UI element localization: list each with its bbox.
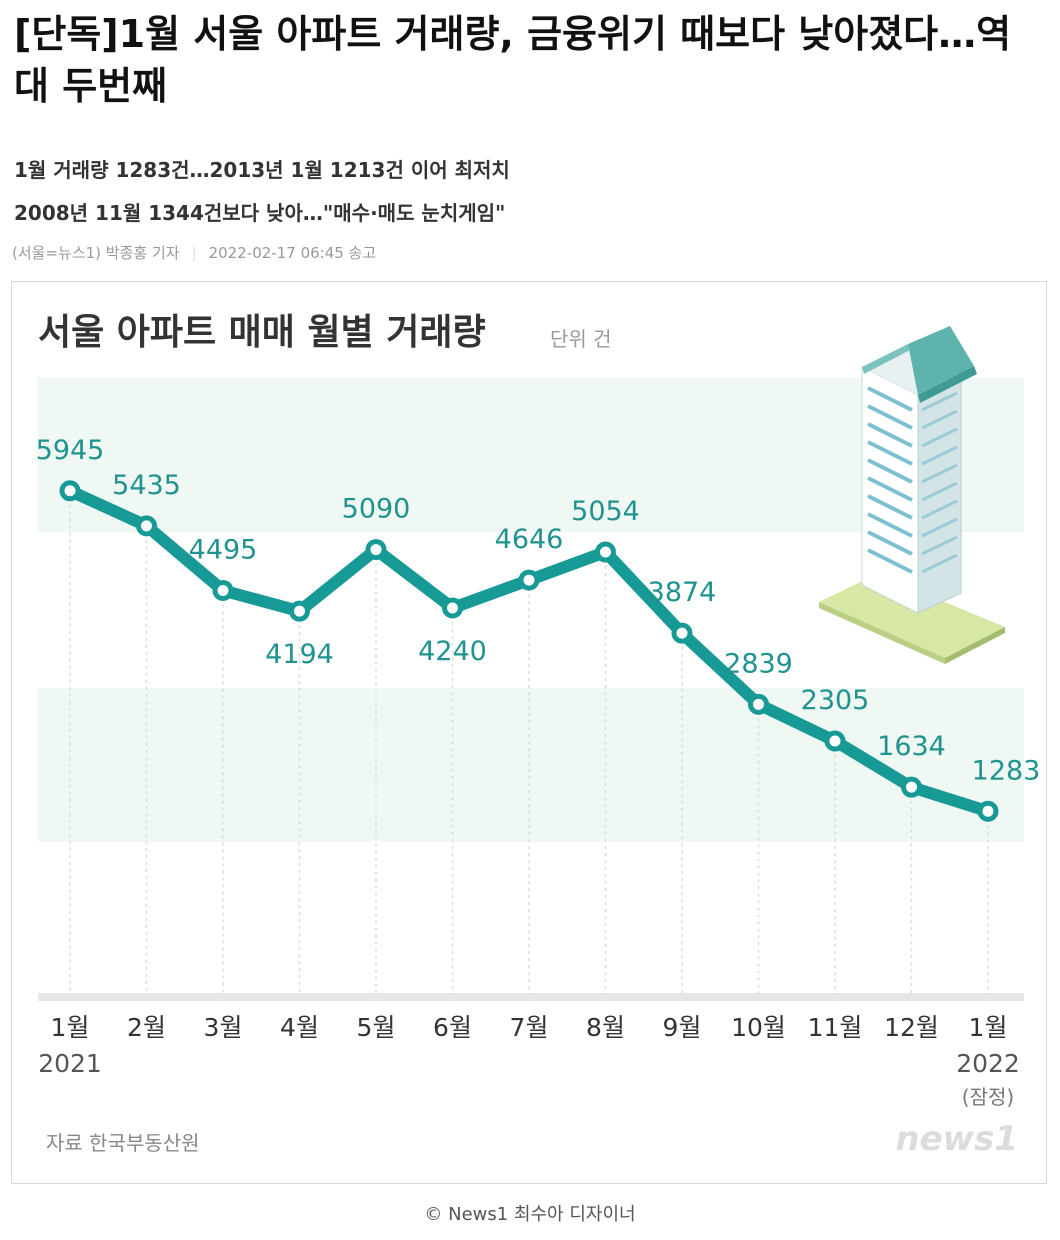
data-point: [977, 800, 999, 822]
x-tick-label: 3월: [204, 1013, 243, 1042]
x-tick-year-label: 2022: [956, 1049, 1020, 1078]
background-band-lower: [38, 688, 1024, 842]
data-point: [518, 569, 540, 591]
data-point: [442, 597, 463, 619]
data-label: 1634: [877, 731, 946, 762]
data-point: [595, 541, 616, 563]
byline-divider: |: [191, 244, 197, 262]
article-headline: [단독]1월 서울 아파트 거래량, 금융위기 때보다 낮아졌다…역대 두번째: [14, 12, 1012, 108]
x-axis-tick-labels: 1월 2021 2월 3월 4월 5월 6월 7월 8월 9월 10월 11월 12월 1월 2022 (잠정…: [38, 1013, 1020, 1109]
x-tick-label: 4월: [280, 1013, 319, 1042]
x-tick-label: 12월: [884, 1013, 939, 1042]
vertical-guides: [69, 490, 989, 995]
timestamp: 2022-02-17 06:45 송고: [208, 244, 377, 262]
background-band-upper: [38, 378, 1024, 532]
x-tick-note: (잠정): [962, 1085, 1014, 1109]
data-point: [748, 693, 769, 715]
data-points: [59, 480, 999, 822]
image-credit: © News1 최수아 디자이너: [424, 1204, 636, 1225]
x-tick-label: 8월: [586, 1013, 625, 1042]
building-illustration-icon: [819, 326, 1005, 664]
data-label: 4240: [418, 636, 487, 667]
data-point: [671, 622, 693, 644]
x-tick-label: 6월: [433, 1013, 472, 1042]
data-label: 4646: [495, 524, 564, 555]
subheadline-1: 1월 거래량 1283건…2013년 1월 1213건 이어 최저치: [14, 158, 510, 182]
data-label: 2839: [724, 648, 793, 679]
x-tick-label: 2월: [127, 1013, 166, 1042]
x-tick-label: 11월: [808, 1013, 863, 1042]
chart-title: 서울 아파트 매매 월별 거래량: [38, 312, 486, 353]
data-point: [365, 539, 387, 561]
data-point: [136, 515, 157, 537]
data-label: 3874: [648, 577, 717, 608]
x-tick-label: 1월: [969, 1013, 1008, 1042]
x-tick-label: 1월: [51, 1013, 90, 1042]
line-chart: 서울 아파트 매매 월별 거래량 단위 건: [36, 312, 1041, 1159]
data-point: [289, 600, 310, 622]
data-label: 4495: [189, 534, 258, 565]
author[interactable]: (서울=뉴스1) 박종홍 기자: [12, 244, 180, 262]
x-tick-year-label: 2021: [38, 1049, 102, 1078]
source-label: 자료 한국부동산원: [46, 1131, 200, 1155]
data-label: 2305: [801, 685, 870, 716]
data-label: 5435: [112, 470, 181, 501]
byline: (서울=뉴스1) 박종홍 기자 | 2022-02-17 06:45 송고: [12, 242, 376, 263]
data-point: [59, 480, 81, 502]
data-label: 1283: [972, 755, 1041, 786]
data-point: [824, 730, 846, 752]
news1-logo: news1: [895, 1119, 1018, 1159]
data-label: 5054: [571, 496, 640, 527]
data-label: 5945: [36, 435, 105, 466]
data-label: 5090: [342, 494, 411, 525]
x-tick-label: 7월: [510, 1013, 549, 1042]
subheadline-2: 2008년 11월 1344건보다 낮아…"매수·매도 눈치게임": [14, 201, 506, 225]
x-tick-label: 10월: [731, 1013, 786, 1042]
chart-unit: 단위 건: [550, 327, 612, 351]
data-point: [901, 776, 922, 798]
x-tick-label: 5월: [357, 1013, 396, 1042]
data-label: 4194: [265, 639, 334, 670]
data-point: [212, 579, 234, 601]
x-tick-label: 9월: [663, 1013, 702, 1042]
chart-figure: 서울 아파트 매매 월별 거래량 단위 건: [11, 281, 1047, 1184]
